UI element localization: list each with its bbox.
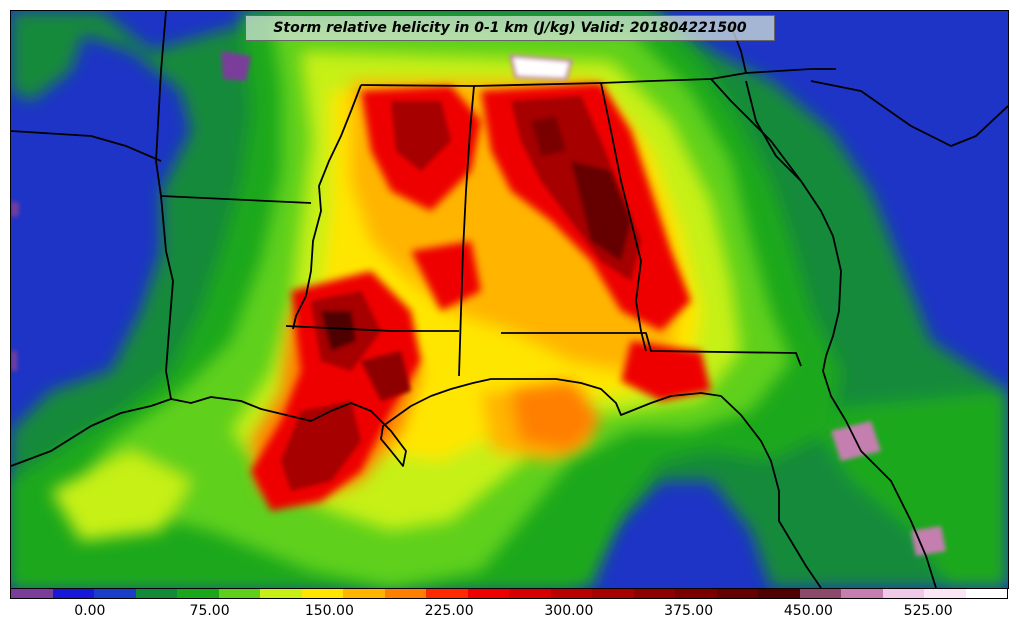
state-line-ok-tx (11, 130, 162, 162)
colorbar-segment (301, 589, 343, 598)
state-line-ga-sc (710, 78, 802, 182)
state-line-tx-la (155, 11, 174, 400)
colorbar-segment (882, 589, 924, 598)
river-mississippi (292, 84, 362, 330)
map-title: Storm relative helicity in 0-1 km (J/kg)… (273, 20, 747, 36)
colorbar-segment (11, 589, 53, 598)
coastline (11, 378, 822, 588)
colorbar-segment (924, 589, 966, 598)
state-line-ark-la (160, 195, 312, 204)
colorbar-segment (426, 589, 468, 598)
state-line-ms-al (458, 85, 475, 377)
colorbar-segment (135, 589, 177, 598)
state-line-fl (501, 332, 802, 367)
colorbar-tick-label: 75.00 (189, 603, 230, 619)
colorbar-segment (841, 589, 883, 598)
colorbar-segment (94, 589, 136, 598)
colorbar-tick-label: 525.00 (903, 603, 953, 619)
colorbar-labels: 0.00 75.00 150.00 225.00 300.00 375.00 450.00 5… (0, 603, 1018, 623)
colorbar-tick-label: 375.00 (664, 603, 714, 619)
colorbar-tick-label: 0.00 (74, 603, 106, 619)
state-line-al-ga (600, 82, 647, 352)
colorbar (10, 588, 1008, 599)
colorbar-segment (965, 589, 1007, 598)
state-line-north (360, 68, 836, 87)
colorbar-segment (633, 589, 675, 598)
colorbar-tick-label: 225.00 (424, 603, 474, 619)
state-line-la-ms (285, 325, 459, 332)
colorbar-segment (343, 589, 385, 598)
coastline-north (810, 80, 1008, 147)
colorbar-segment (509, 589, 551, 598)
helicity-field-darkred (281, 96, 641, 491)
colorbar-segment (758, 589, 800, 598)
colorbar-segment (260, 589, 302, 598)
colorbar-tick-label: 150.00 (304, 603, 354, 619)
map-title-box: Storm relative helicity in 0-1 km (J/kg)… (245, 15, 775, 41)
boundary-lines (11, 11, 1008, 588)
colorbar-segment (384, 589, 426, 598)
colorbar-segment (177, 589, 219, 598)
helicity-map (11, 11, 1008, 588)
colorbar-segment (675, 589, 717, 598)
colorbar-segment (550, 589, 592, 598)
colorbar-segment (218, 589, 260, 598)
colorbar-segment (467, 589, 509, 598)
colorbar-segment (799, 589, 841, 598)
colorbar-segment (592, 589, 634, 598)
colorbar-tick-label: 450.00 (783, 603, 833, 619)
colorbar-tick-label: 300.00 (544, 603, 594, 619)
colorbar-segment (52, 589, 94, 598)
colorbar-segment (716, 589, 758, 598)
map-frame (10, 10, 1009, 589)
